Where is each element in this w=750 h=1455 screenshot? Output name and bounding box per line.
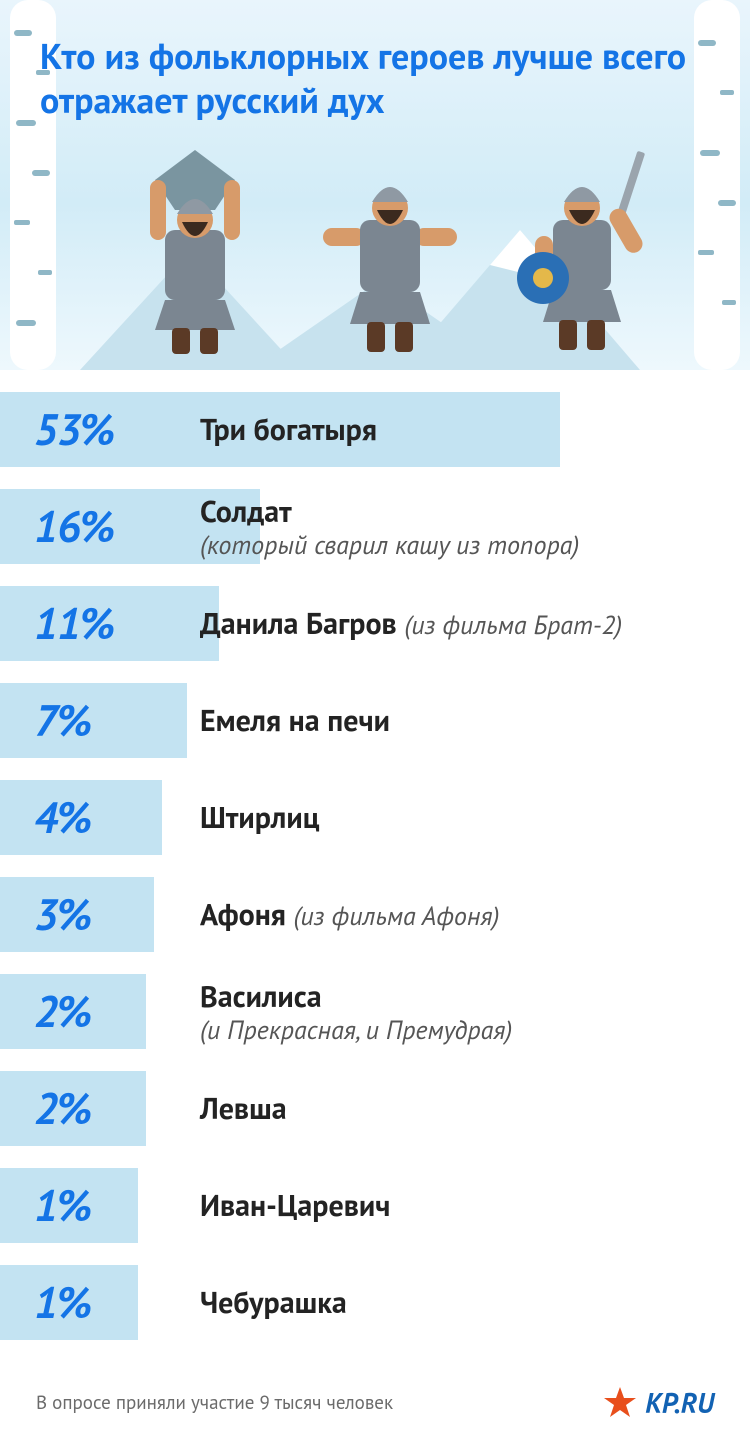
bar-chart: 53% Три богатыря 16% Солдат(который сварил …	[0, 370, 750, 1372]
bar-row: 1% Иван-Царевич	[0, 1168, 750, 1243]
bar: 4%	[0, 780, 162, 855]
bar-label-group: Василиса(и Прекрасная, и Премудрая)	[200, 974, 680, 1049]
bar-percent: 1%	[34, 1274, 91, 1331]
bar-row: 3% Афоня (из фильма Афоня)	[0, 877, 750, 952]
bar: 1%	[0, 1168, 138, 1243]
bar-label: Чебурашка	[200, 1283, 680, 1322]
bar-label: Иван-Царевич	[200, 1186, 680, 1225]
bar-label: Левша	[200, 1089, 680, 1128]
bar: 2%	[0, 974, 146, 1049]
bar-label: Василиса	[200, 977, 680, 1016]
bar-sublabel: (из фильма Брат-2)	[404, 609, 622, 642]
logo-text: KP.RU	[645, 1384, 714, 1421]
bar: 7%	[0, 683, 187, 758]
bar-label: Солдат	[200, 492, 680, 531]
bar-label-group: Штирлиц	[200, 780, 680, 855]
bar-row: 53% Три богатыря	[0, 392, 750, 467]
source-logo: KP.RU	[603, 1384, 714, 1421]
bar-label: Емеля на печи	[200, 701, 680, 740]
bogatyrs-group	[0, 130, 750, 370]
bar-percent: 2%	[34, 983, 91, 1040]
bar-sublabel: (из фильма Афоня)	[293, 900, 499, 933]
bar-percent: 16%	[34, 498, 114, 555]
bar-sublabel: (который сварил кашу из топора)	[200, 529, 680, 562]
bar: 2%	[0, 1071, 146, 1146]
bar: 1%	[0, 1265, 138, 1340]
footer: В опросе приняли участие 9 тысяч человек…	[0, 1372, 750, 1455]
bar-row: 7% Емеля на печи	[0, 683, 750, 758]
bar-percent: 11%	[34, 595, 114, 652]
bar-label-group: Чебурашка	[200, 1265, 680, 1340]
bar-row: 2% Левша	[0, 1071, 750, 1146]
bar-row: 11% Данила Багров (из фильма Брат-2)	[0, 586, 750, 661]
bar-percent: 4%	[34, 789, 91, 846]
bar-row: 16% Солдат(который сварил кашу из топора)	[0, 489, 750, 564]
infographic: Кто из фольклорных героев лучше всего от…	[0, 0, 750, 1455]
bar-label: Данила Багров (из фильма Брат-2)	[200, 604, 680, 643]
bogatyr-rock	[120, 150, 270, 360]
bar: 3%	[0, 877, 154, 952]
bar-percent: 53%	[34, 401, 114, 458]
page-title: Кто из фольклорных героев лучше всего от…	[0, 0, 750, 122]
bar-sublabel: (и Прекрасная, и Премудрая)	[200, 1014, 680, 1047]
star-icon	[603, 1386, 637, 1420]
bar-label-group: Емеля на печи	[200, 683, 680, 758]
bar-label-group: Солдат(который сварил кашу из топора)	[200, 489, 680, 564]
bar-label: Афоня (из фильма Афоня)	[200, 895, 680, 934]
bogatyr-center	[315, 160, 465, 360]
bar-percent: 7%	[34, 692, 91, 749]
bar-label: Три богатыря	[200, 410, 680, 449]
footnote: В опросе приняли участие 9 тысяч человек	[36, 1391, 393, 1415]
bar-label-group: Левша	[200, 1071, 680, 1146]
hero-illustration: Кто из фольклорных героев лучше всего от…	[0, 0, 750, 370]
bar-label-group: Афоня (из фильма Афоня)	[200, 877, 680, 952]
bar-percent: 2%	[34, 1080, 91, 1137]
bar-row: 4% Штирлиц	[0, 780, 750, 855]
bar-row: 2% Василиса(и Прекрасная, и Премудрая)	[0, 974, 750, 1049]
bar-percent: 1%	[34, 1177, 91, 1234]
bar: 11%	[0, 586, 219, 661]
bar-label-group: Иван-Царевич	[200, 1168, 680, 1243]
bar-label-group: Три богатыря	[200, 392, 680, 467]
bar-label: Штирлиц	[200, 798, 680, 837]
bogatyr-sword	[505, 150, 665, 360]
bar-row: 1% Чебурашка	[0, 1265, 750, 1340]
bar-percent: 3%	[34, 886, 91, 943]
bar-label-group: Данила Багров (из фильма Брат-2)	[200, 586, 680, 661]
